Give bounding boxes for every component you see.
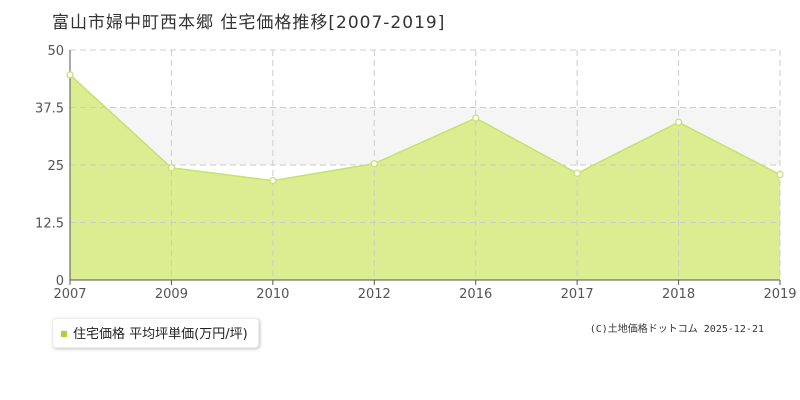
x-tick-label: 2009 (155, 287, 188, 302)
x-tick-label: 2016 (459, 287, 492, 302)
y-tick-label: 12.5 (35, 217, 64, 232)
y-tick-label: 25 (47, 159, 64, 174)
x-tick-label: 2019 (763, 287, 796, 302)
y-tick-label: 0 (56, 274, 64, 289)
data-point (269, 177, 277, 185)
data-point (66, 71, 74, 79)
plot-band-top (70, 50, 780, 108)
legend: 住宅価格 平均坪単価(万円/坪) (52, 318, 259, 348)
x-tick-label: 2010 (256, 287, 289, 302)
legend-label: 住宅価格 平均坪単価(万円/坪) (73, 327, 248, 342)
y-tick-label: 50 (47, 44, 64, 59)
legend-swatch (61, 330, 67, 337)
chart-title: 富山市婦中町西本郷 住宅価格推移[2007-2019] (52, 13, 446, 33)
x-tick-label: 2012 (358, 287, 391, 302)
x-tick-label: 2007 (53, 287, 86, 302)
x-tick-label: 2017 (561, 287, 594, 302)
series-line (69, 74, 781, 182)
data-point (167, 164, 176, 172)
data-point (472, 114, 480, 122)
credit-text: (C)土地価格ドットコム 2025-12-21 (589, 324, 764, 335)
y-tick-label: 37.5 (35, 102, 64, 117)
series-area (70, 74, 780, 280)
data-point (776, 171, 784, 179)
data-point (573, 169, 581, 177)
data-point (674, 118, 683, 126)
x-tick-label: 2018 (662, 287, 695, 302)
data-point (370, 160, 378, 168)
